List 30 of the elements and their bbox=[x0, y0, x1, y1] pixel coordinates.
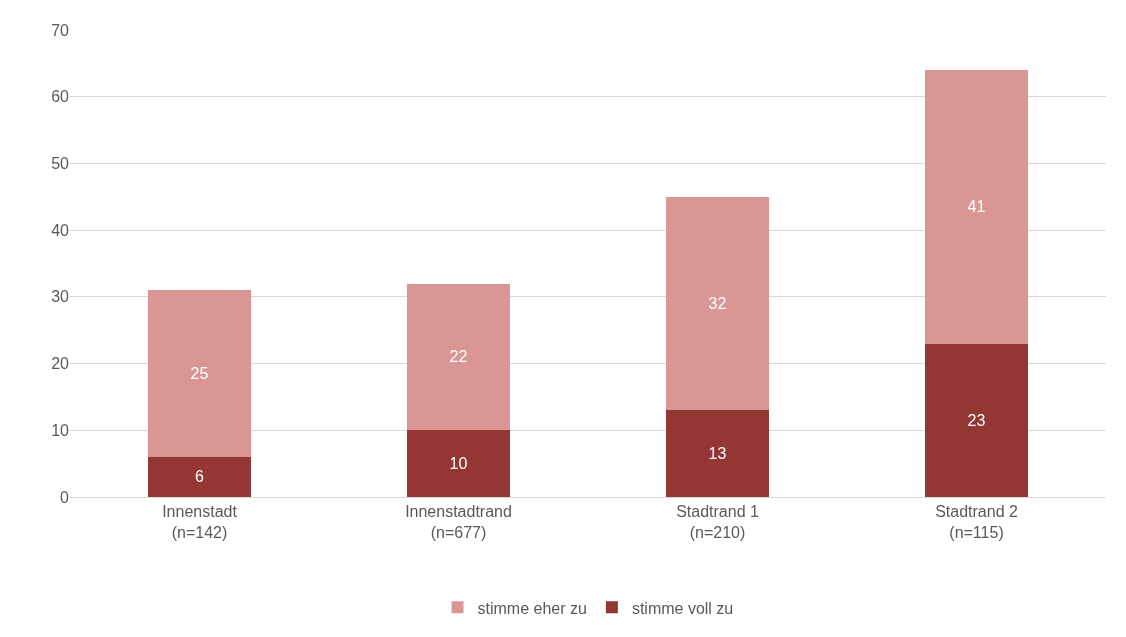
x-tick-label: Innenstadtrand (n=677) bbox=[405, 503, 512, 541]
legend-label: stimme voll zu bbox=[631, 599, 734, 617]
y-tick-label: 20 bbox=[51, 355, 70, 373]
data-label: 22 bbox=[449, 348, 468, 366]
x-tick-label: Stadtrand 2 (n=115) bbox=[935, 503, 1018, 541]
y-tick-label: 30 bbox=[51, 288, 70, 306]
data-label: 6 bbox=[195, 468, 204, 486]
y-tick-label: 0 bbox=[60, 488, 70, 506]
data-label: 13 bbox=[708, 445, 727, 463]
bar bbox=[924, 70, 1029, 344]
data-label: 41 bbox=[967, 198, 986, 216]
bar bbox=[147, 290, 252, 457]
bar bbox=[924, 343, 1029, 497]
data-label: 32 bbox=[708, 295, 727, 313]
data-label: 10 bbox=[449, 455, 468, 473]
y-tick-label: 40 bbox=[51, 221, 70, 239]
bar bbox=[147, 456, 252, 497]
bar bbox=[406, 283, 511, 431]
data-label: 23 bbox=[967, 411, 986, 429]
legend-label: stimme eher zu bbox=[477, 599, 587, 617]
x-tick-label: Innenstadt (n=142) bbox=[162, 503, 238, 541]
x-tick-label: Stadtrand 1 (n=210) bbox=[676, 503, 759, 541]
y-tick-label: 60 bbox=[51, 88, 70, 106]
y-tick-label: 50 bbox=[51, 155, 70, 173]
bar bbox=[665, 196, 770, 411]
y-tick-label: 70 bbox=[51, 21, 70, 39]
y-tick-label: 10 bbox=[51, 421, 70, 439]
data-label: 25 bbox=[190, 365, 209, 383]
bar bbox=[665, 410, 770, 497]
bar bbox=[406, 430, 511, 497]
